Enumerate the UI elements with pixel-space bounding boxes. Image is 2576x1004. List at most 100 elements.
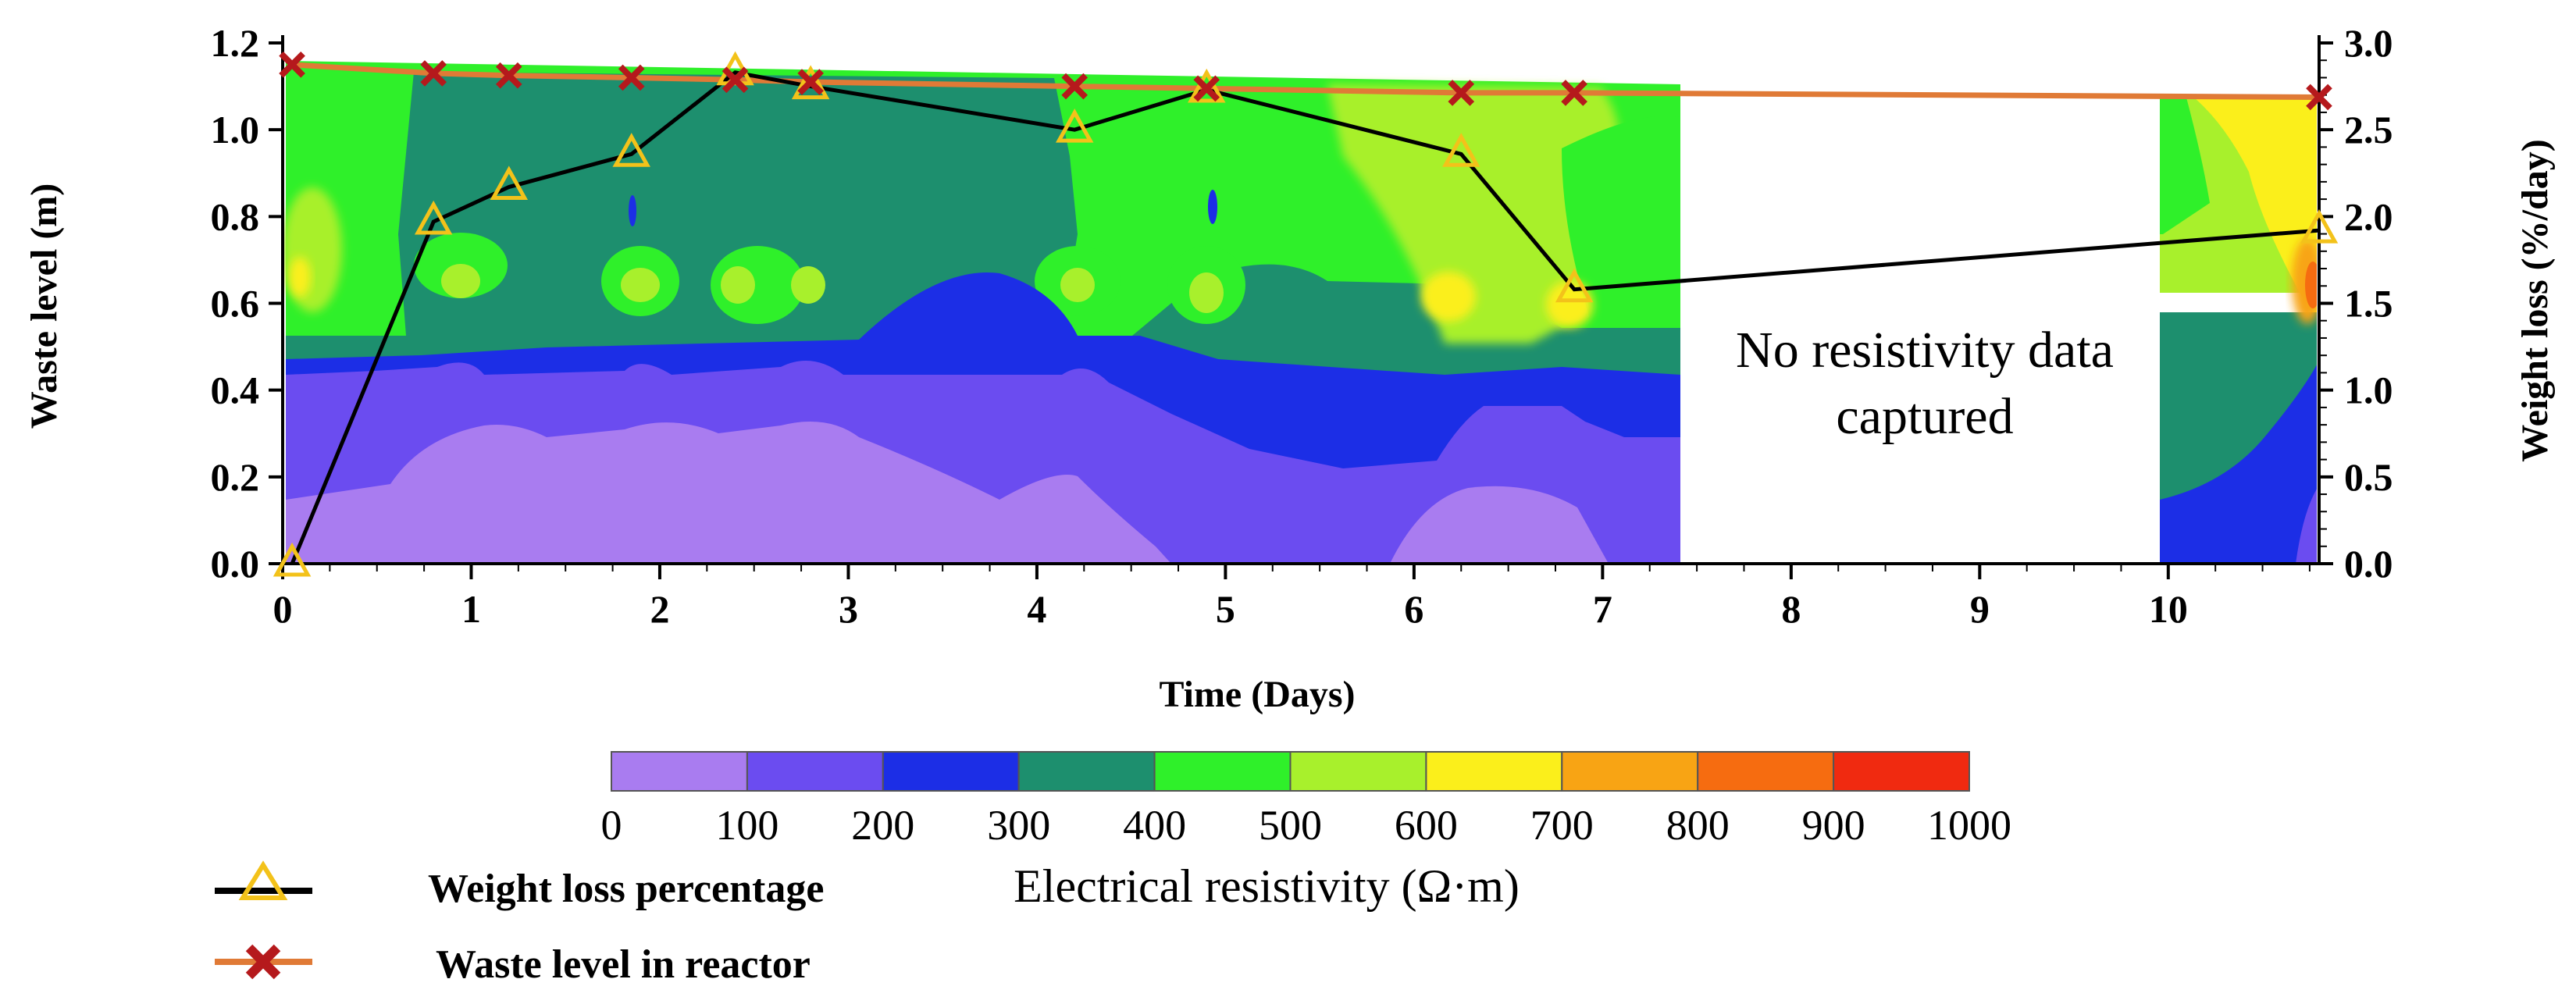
x-tick-label: 1 xyxy=(461,587,481,631)
y-right-tick-label: 0.0 xyxy=(2344,542,2393,586)
colorbar-segment xyxy=(1833,751,1971,792)
legend: Weight loss percentage Waste level in re… xyxy=(215,860,824,987)
waste-level-marker xyxy=(1193,75,1220,102)
colorbar-tick-label: 200 xyxy=(851,802,914,849)
left-y-axis-title: Waste level (m) xyxy=(23,183,65,429)
waste-level-marker xyxy=(279,51,305,78)
no-data-note-line2: captured xyxy=(1836,388,2013,445)
heat-patch-600 xyxy=(621,268,660,302)
weight-loss-marker xyxy=(414,200,453,235)
x-tick-label: 0 xyxy=(273,587,293,631)
legend-item-waste-level: Waste level in reactor xyxy=(215,942,811,987)
heat-patch-300 xyxy=(629,195,636,226)
heat-patch-600 xyxy=(1189,272,1224,313)
no-data-note-line1: No resistivity data xyxy=(1736,322,2114,379)
heat-band-500 xyxy=(1562,116,1680,328)
y-right-tick-label: 2.5 xyxy=(2344,108,2393,151)
colorbar-tick-label: 400 xyxy=(1123,802,1186,849)
colorbar: 0 100 200 300 400 500 600 700 800 900 1000 xyxy=(601,751,2011,849)
y-left-tick-label: 0.0 xyxy=(211,542,260,586)
y-left-tick-label: 1.0 xyxy=(211,108,260,151)
heat-patch-900 xyxy=(2305,262,2317,308)
x-axis-title: Time (Days) xyxy=(1159,674,1355,715)
legend-cross-icon xyxy=(245,944,281,980)
y-left-tick-label: 0.8 xyxy=(211,194,260,238)
heat-band-100 xyxy=(1391,486,1608,562)
colorbar-tick-label: 0 xyxy=(601,802,622,849)
waste-level-marker xyxy=(1061,73,1088,100)
no-data-annotation: No resistivity data captured xyxy=(1736,322,2114,445)
x-tick-label: 9 xyxy=(1970,587,1990,631)
waste-level-marker xyxy=(1448,80,1475,106)
waste-level-marker xyxy=(1561,80,1587,106)
heat-band-600 xyxy=(1327,84,1619,344)
colorbar-tick-label: 500 xyxy=(1259,802,1322,849)
heat-band-700 xyxy=(2194,98,2317,323)
waste-level-marker xyxy=(797,69,824,95)
heat-patch-500 xyxy=(711,246,804,324)
heat-patch-700 xyxy=(1546,281,1593,328)
legend-label-waste-level: Waste level in reactor xyxy=(436,942,811,987)
waste-level-marker xyxy=(2306,84,2332,111)
y-right-tick-label: 1.0 xyxy=(2344,368,2393,412)
x-tick-label: 10 xyxy=(2149,587,2188,631)
colorbar-segment xyxy=(1697,751,1835,792)
y-left-tick-label: 0.6 xyxy=(211,282,260,326)
heat-patch-600 xyxy=(791,266,825,304)
y-left-tick-label: 0.2 xyxy=(211,455,260,499)
y-left-tick-label: 0.4 xyxy=(211,368,260,412)
heat-patch-300 xyxy=(1208,190,1217,224)
colorbar-tick-label: 1000 xyxy=(1927,802,2011,849)
heat-patch-600 xyxy=(1060,268,1095,302)
waste-level-marker xyxy=(495,62,522,89)
colorbar-segment xyxy=(1017,751,1156,792)
weight-loss-marker xyxy=(791,65,830,100)
x-tick-label: 7 xyxy=(1593,587,1612,631)
x-tick-label: 4 xyxy=(1027,587,1046,631)
resistivity-heatmap xyxy=(283,43,2317,562)
heat-patch-700 xyxy=(1421,272,1476,322)
colorbar-tick-label: 800 xyxy=(1666,802,1730,849)
colorbar-tick-label: 600 xyxy=(1395,802,1458,849)
waste-level-marker xyxy=(420,60,447,87)
colorbar-tick-label: 700 xyxy=(1530,802,1594,849)
heat-patch-500 xyxy=(283,187,342,312)
waste-level-marker xyxy=(618,64,645,91)
x-tick-label: 6 xyxy=(1404,587,1423,631)
weight-loss-marker xyxy=(1188,68,1226,103)
colorbar-tick-label: 100 xyxy=(715,802,779,849)
heat-patch-700 xyxy=(289,257,311,297)
weight-loss-marker xyxy=(273,542,312,577)
heat-patch-600 xyxy=(441,264,480,298)
weight-loss-marker xyxy=(1055,109,1094,143)
colorbar-segment xyxy=(882,751,1020,792)
heat-band-200 xyxy=(2296,489,2317,562)
colorbar-segment xyxy=(1561,751,1699,792)
axes: 0 1 2 3 4 5 6 7 8 9 10 0.0 0.2 0.4 0.6 0.8 1.0 1.2 0.0 0.… xyxy=(211,21,2393,631)
weight-loss-marker xyxy=(490,166,529,201)
weight-loss-marker xyxy=(1555,268,1594,303)
x-tick-label: 5 xyxy=(1216,587,1235,631)
colorbar-tick-label: 300 xyxy=(987,802,1050,849)
colorbar-segment xyxy=(746,751,884,792)
x-tick-label: 8 xyxy=(1781,587,1801,631)
weight-loss-marker xyxy=(1442,133,1480,167)
colorbar-segment xyxy=(1289,751,1427,792)
colorbar-tick-label: 900 xyxy=(1802,802,1865,849)
y-right-tick-label: 0.5 xyxy=(2344,455,2393,499)
colorbar-segment xyxy=(1425,751,1563,792)
right-y-axis-title: Weight loss (%/day) xyxy=(2514,139,2556,461)
heat-patch-600 xyxy=(721,266,755,304)
y-right-tick-label: 2.0 xyxy=(2344,194,2393,238)
y-right-tick-label: 1.5 xyxy=(2344,282,2393,326)
legend-item-weight-loss: Weight loss percentage xyxy=(215,860,824,911)
colorbar-title: Electrical resistivity (Ω·m) xyxy=(1014,860,1520,912)
legend-triangle-icon xyxy=(238,860,288,900)
heat-band-100 xyxy=(286,422,1170,562)
x-tick-label: 3 xyxy=(839,587,858,631)
weight-loss-marker xyxy=(612,133,650,167)
colorbar-segment xyxy=(1153,751,1292,792)
heat-band-400 xyxy=(398,72,1078,344)
legend-label-weight-loss: Weight loss percentage xyxy=(428,867,824,911)
